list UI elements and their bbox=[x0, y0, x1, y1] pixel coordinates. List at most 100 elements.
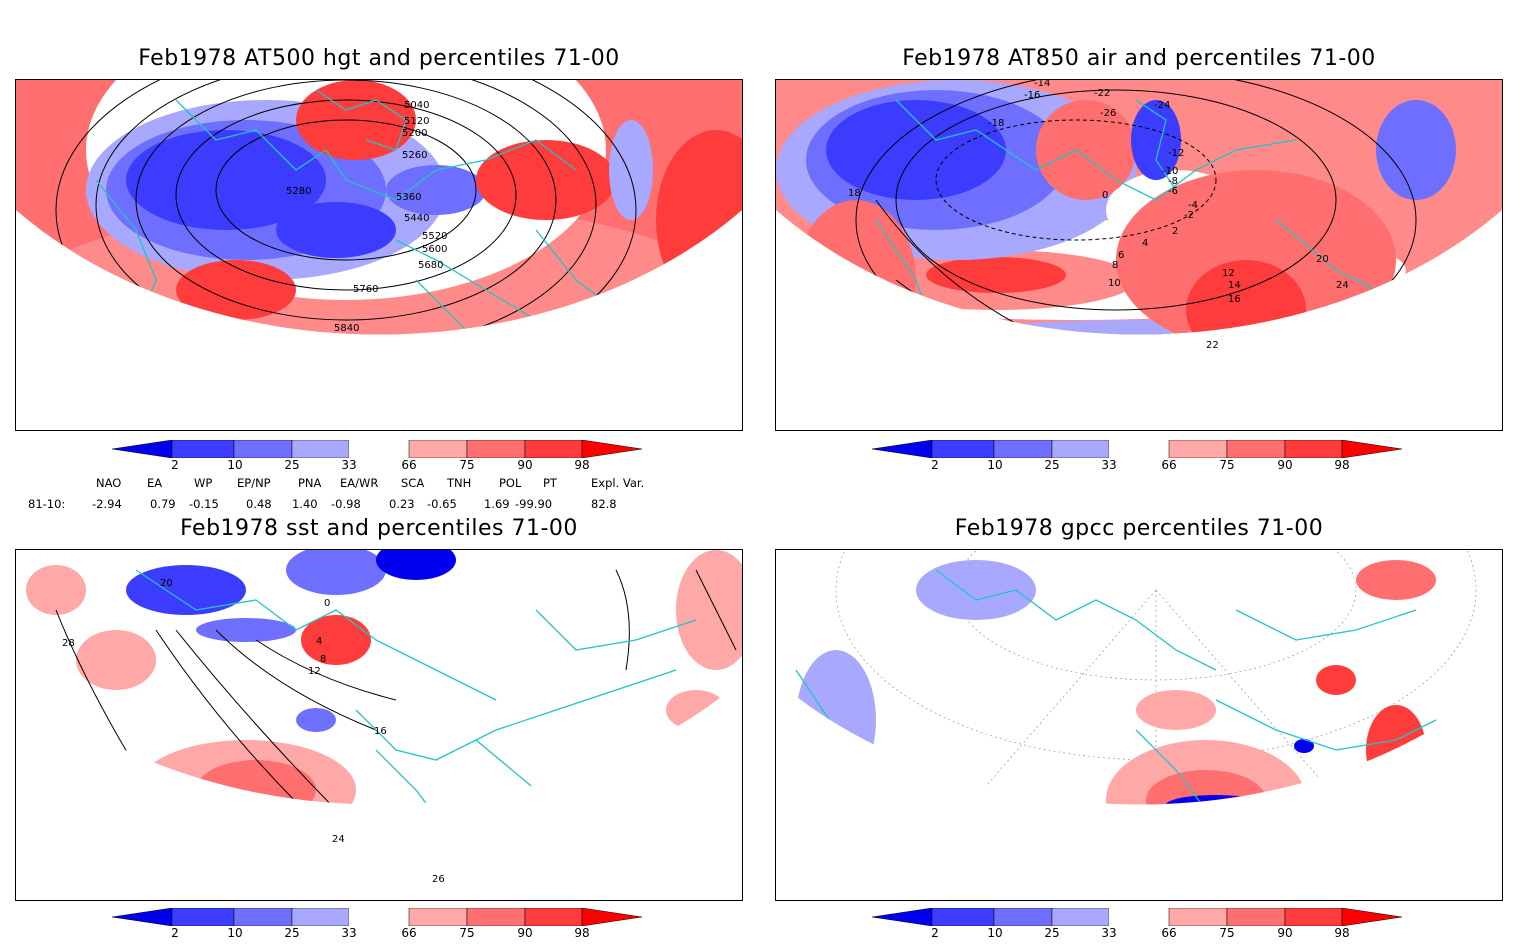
contour-label: 14 bbox=[1228, 280, 1241, 291]
contour-label: 8 bbox=[1112, 260, 1118, 271]
index-value: 0.48 bbox=[246, 497, 272, 511]
contour-label: 5360 bbox=[396, 192, 421, 203]
colorbar-sst: 2 10 25 33 66 75 90 98 bbox=[111, 907, 643, 948]
index-value: 0.23 bbox=[389, 497, 415, 511]
index-value: -99.90 bbox=[515, 497, 553, 511]
contour-label: -10 bbox=[1162, 166, 1178, 177]
index-value: -0.15 bbox=[189, 497, 219, 511]
index-value: 1.40 bbox=[292, 497, 318, 511]
colorbar-air: 2 10 25 33 66 75 90 98 bbox=[871, 439, 1403, 480]
colorbar-label: 25 bbox=[284, 926, 300, 940]
colorbar-label: 90 bbox=[517, 926, 533, 940]
colorbar-label: 98 bbox=[574, 458, 590, 472]
colorbar-label: 75 bbox=[459, 926, 475, 940]
map-gpcc bbox=[775, 549, 1503, 901]
contour-label: 5680 bbox=[418, 260, 443, 271]
contour-label: 5840 bbox=[334, 323, 359, 334]
contour-label: 6 bbox=[1118, 250, 1124, 261]
contour-label: 8 bbox=[320, 654, 326, 665]
contour-label: -26 bbox=[1100, 108, 1116, 119]
panel-title-hgt: Feb1978 AT500 hgt and percentiles 71-00 bbox=[138, 46, 620, 71]
index-header: POL bbox=[499, 476, 522, 490]
index-header: EA bbox=[147, 476, 163, 490]
contour-label: 12 bbox=[308, 666, 321, 677]
colorbar-label: 10 bbox=[227, 458, 243, 472]
contour-label: 26 bbox=[432, 874, 445, 885]
contour-label: 5520 bbox=[422, 231, 447, 242]
colorbar-label: 75 bbox=[459, 458, 475, 472]
colorbar-label: 33 bbox=[341, 458, 357, 472]
contour-label: 0 bbox=[324, 598, 330, 609]
contour-label: 4 bbox=[316, 636, 322, 647]
contour-label: -12 bbox=[1168, 148, 1184, 159]
colorbar-hgt: 2 10 25 33 66 75 90 98 bbox=[111, 439, 643, 480]
panel-title-air: Feb1978 AT850 air and percentiles 71-00 bbox=[902, 46, 1376, 71]
colorbar-label: 66 bbox=[1161, 458, 1177, 472]
contour-label: 22 bbox=[1206, 340, 1219, 351]
colorbar-label: 10 bbox=[227, 926, 243, 940]
index-header: PNA bbox=[298, 476, 322, 490]
contour-label: 5120 bbox=[404, 116, 429, 127]
contour-label: 16 bbox=[374, 726, 387, 737]
index-header: SCA bbox=[401, 476, 425, 490]
index-value: -0.65 bbox=[427, 497, 457, 511]
contour-label: -18 bbox=[988, 118, 1004, 129]
contour-label: 5440 bbox=[404, 213, 429, 224]
contour-label: -24 bbox=[1154, 100, 1170, 111]
colorbar-label: 90 bbox=[1277, 458, 1293, 472]
contour-label: -16 bbox=[1024, 90, 1040, 101]
colorbar-label: 33 bbox=[1101, 926, 1117, 940]
index-value: 82.8 bbox=[591, 497, 617, 511]
contour-label: 16 bbox=[1228, 294, 1241, 305]
colorbar-label: 75 bbox=[1219, 458, 1235, 472]
colorbar-label: 98 bbox=[1334, 458, 1350, 472]
colorbar-label: 25 bbox=[1044, 458, 1060, 472]
contour-label: -6 bbox=[1168, 186, 1178, 197]
panel-title-gpcc: Feb1978 gpcc percentiles 71-00 bbox=[954, 516, 1324, 541]
colorbar-label: 2 bbox=[931, 458, 939, 472]
index-value: -0.98 bbox=[331, 497, 361, 511]
colorbar-label: 2 bbox=[171, 926, 179, 940]
index-header: EA/WR bbox=[340, 476, 379, 490]
map-air: -14 -16 -18 -22 -26 -24 -12 -10 -8 -6 -4… bbox=[775, 79, 1503, 431]
contour-label: 18 bbox=[848, 188, 861, 199]
contour-label: 5600 bbox=[422, 244, 447, 255]
index-header: NAO bbox=[96, 476, 122, 490]
contour-label: 10 bbox=[1108, 278, 1121, 289]
colorbar-label: 90 bbox=[1277, 926, 1293, 940]
contour-label: 2 bbox=[1172, 226, 1178, 237]
index-header: Expl. Var. bbox=[591, 476, 645, 490]
contour-label: 5040 bbox=[404, 100, 429, 111]
index-header: TNH bbox=[447, 476, 472, 490]
colorbar-gpcc: 2 10 25 33 66 75 90 98 bbox=[871, 907, 1403, 948]
contour-label: 24 bbox=[332, 834, 345, 845]
map-hgt: 5040 5120 5200 5260 5280 5360 5440 5520 … bbox=[15, 79, 743, 431]
contour-label: 5260 bbox=[402, 150, 427, 161]
contour-label: 0 bbox=[1102, 190, 1108, 201]
map-sst: 20 28 0 4 8 12 16 24 26 bbox=[15, 549, 743, 901]
index-value: -2.94 bbox=[92, 497, 122, 511]
contour-label: 5280 bbox=[286, 186, 311, 197]
colorbar-label: 33 bbox=[1101, 458, 1117, 472]
index-value: 1.69 bbox=[484, 497, 510, 511]
panel-title-sst: Feb1978 sst and percentiles 71-00 bbox=[180, 516, 578, 541]
contour-label: -8 bbox=[1168, 176, 1178, 187]
colorbar-label: 10 bbox=[987, 926, 1003, 940]
index-value: 0.79 bbox=[150, 497, 176, 511]
colorbar-label: 98 bbox=[574, 926, 590, 940]
contour-label: 5760 bbox=[353, 284, 378, 295]
contour-label: 28 bbox=[62, 638, 75, 649]
colorbar-label: 66 bbox=[401, 926, 417, 940]
colorbar-label: 98 bbox=[1334, 926, 1350, 940]
index-header: PT bbox=[543, 476, 557, 490]
colorbar-label: 10 bbox=[987, 458, 1003, 472]
colorbar-label: 25 bbox=[1044, 926, 1060, 940]
contour-label: 5200 bbox=[402, 128, 427, 139]
contour-label: -22 bbox=[1094, 88, 1110, 99]
index-row-label: 81-10: bbox=[28, 497, 66, 511]
colorbar-label: 25 bbox=[284, 458, 300, 472]
colorbar-label: 2 bbox=[931, 926, 939, 940]
contour-label: 4 bbox=[1142, 238, 1148, 249]
contour-label: -14 bbox=[1034, 80, 1050, 89]
colorbar-label: 75 bbox=[1219, 926, 1235, 940]
